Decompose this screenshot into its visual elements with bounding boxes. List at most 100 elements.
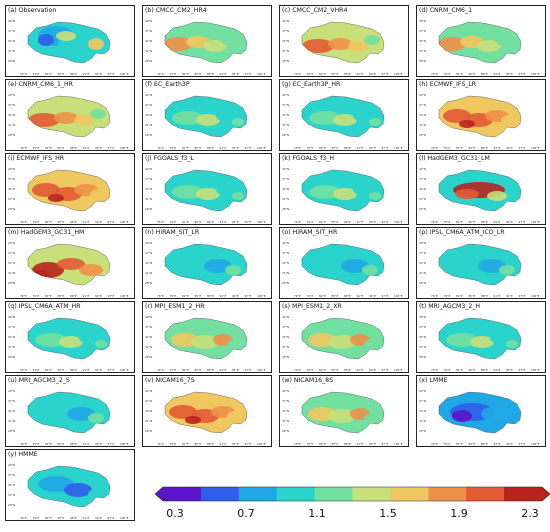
panel-title: (i) ECMWF_IFS_HR bbox=[8, 155, 65, 162]
panel-title: (b) CMCC_CM2_HR4 bbox=[145, 7, 207, 14]
lat-tick-label: 28°N bbox=[8, 59, 15, 63]
plateau-outline bbox=[301, 243, 385, 286]
value-region bbox=[501, 115, 517, 125]
lon-tick-label: 82°E bbox=[456, 294, 463, 298]
lat-tick-label: 34°N bbox=[8, 39, 15, 43]
lon-tick-label: 79°E bbox=[33, 146, 40, 150]
lon-tick-label: 94°E bbox=[232, 294, 239, 298]
lat-tick-label: 28°N bbox=[8, 503, 15, 507]
lon-tick-label: 91°E bbox=[357, 220, 364, 224]
lat-tick-label: 34°N bbox=[282, 409, 289, 413]
lon-tick-label: 97°E bbox=[245, 368, 252, 372]
lat-tick-label: 31°N bbox=[282, 271, 289, 275]
lon-tick-label: 100°E bbox=[257, 146, 266, 150]
lon-tick-label: 79°E bbox=[444, 146, 451, 150]
value-region bbox=[353, 110, 377, 122]
plateau-outline bbox=[164, 169, 248, 212]
plateau-outline bbox=[301, 391, 385, 434]
lon-tick-label: 91°E bbox=[494, 72, 501, 76]
lon-tick-label: 100°E bbox=[120, 146, 129, 150]
panel-title: (f) EC_Earth3P bbox=[145, 81, 190, 88]
lon-tick-label: 76°E bbox=[294, 368, 301, 372]
lon-tick-label: 82°E bbox=[319, 220, 326, 224]
plateau-map: 40°N 37°N 34°N 31°N 28°N 76°E 79°E 82°E 85°E 88°E… bbox=[282, 315, 403, 372]
lon-tick-label: 79°E bbox=[33, 220, 40, 224]
lat-tick-label: 34°N bbox=[282, 335, 289, 339]
plateau-outline bbox=[164, 317, 248, 360]
value-region bbox=[307, 265, 323, 275]
lon-tick-label: 100°E bbox=[531, 220, 540, 224]
lon-tick-label: 82°E bbox=[182, 72, 189, 76]
lon-tick-label: 94°E bbox=[369, 368, 376, 372]
lat-tick-label: 31°N bbox=[8, 197, 15, 201]
lon-tick-label: 91°E bbox=[83, 220, 90, 224]
lon-tick-label: 94°E bbox=[506, 442, 513, 446]
panel-title: (u) MRI_AGCM3_2_S bbox=[8, 377, 70, 384]
plateau-outline bbox=[164, 95, 248, 138]
colorbar-segment bbox=[276, 487, 316, 501]
lon-tick-label: 85°E bbox=[469, 146, 476, 150]
plateau-outline bbox=[301, 169, 385, 212]
lon-tick-label: 85°E bbox=[58, 72, 65, 76]
lat-tick-label: 31°N bbox=[145, 271, 152, 275]
value-region bbox=[221, 34, 241, 46]
lat-tick-label: 34°N bbox=[419, 261, 426, 265]
lon-tick-label: 100°E bbox=[394, 146, 403, 150]
lon-tick-label: 100°E bbox=[257, 294, 266, 298]
plateau-outline bbox=[164, 243, 248, 286]
panel-title: (o) HiRAM_SIT_HR bbox=[282, 229, 338, 236]
value-region bbox=[79, 264, 103, 276]
lon-tick-label: 82°E bbox=[319, 368, 326, 372]
lat-tick-label: 28°N bbox=[145, 429, 152, 433]
lat-tick-label: 40°N bbox=[8, 93, 15, 97]
lat-tick-label: 40°N bbox=[282, 241, 289, 245]
lon-tick-label: 88°E bbox=[344, 146, 351, 150]
lon-tick-label: 100°E bbox=[257, 368, 266, 372]
lon-tick-label: 79°E bbox=[444, 294, 451, 298]
lon-tick-label: 76°E bbox=[431, 146, 438, 150]
lon-tick-label: 91°E bbox=[83, 516, 90, 520]
lon-tick-label: 94°E bbox=[95, 72, 102, 76]
lon-tick-label: 85°E bbox=[332, 368, 339, 372]
colorbar-ramp bbox=[154, 486, 550, 502]
lat-tick-label: 31°N bbox=[145, 123, 152, 127]
panel-title: (q) IPSL_CM6A_ATM_HR bbox=[8, 303, 81, 310]
map-panel: 40°N 37°N 34°N 31°N 28°N 76°E 79°E 82°E 85°E 88°E… bbox=[416, 5, 546, 77]
lon-tick-label: 82°E bbox=[182, 220, 189, 224]
lon-tick-label: 79°E bbox=[33, 516, 40, 520]
value-region bbox=[56, 31, 76, 41]
lon-tick-label: 97°E bbox=[519, 72, 526, 76]
lon-tick-label: 94°E bbox=[95, 442, 102, 446]
lon-tick-label: 82°E bbox=[182, 146, 189, 150]
lon-tick-label: 82°E bbox=[456, 72, 463, 76]
map-panel: 40°N 37°N 34°N 31°N 28°N 76°E 79°E 82°E 85°E 88°E… bbox=[142, 79, 272, 151]
lat-tick-label: 34°N bbox=[145, 335, 152, 339]
plateau-outline bbox=[27, 95, 111, 138]
lon-tick-label: 88°E bbox=[70, 72, 77, 76]
lon-tick-label: 97°E bbox=[108, 220, 115, 224]
lon-tick-label: 85°E bbox=[58, 368, 65, 372]
value-region bbox=[67, 407, 95, 421]
lon-tick-label: 82°E bbox=[319, 294, 326, 298]
lon-tick-label: 91°E bbox=[357, 442, 364, 446]
plateau-outline bbox=[438, 95, 522, 138]
value-region bbox=[333, 188, 357, 200]
lon-tick-label: 91°E bbox=[220, 442, 227, 446]
plateau-outline bbox=[438, 317, 522, 360]
value-region bbox=[227, 339, 243, 349]
lat-tick-label: 34°N bbox=[419, 113, 426, 117]
value-region bbox=[364, 413, 380, 423]
lat-tick-label: 34°N bbox=[419, 39, 426, 43]
lon-tick-label: 100°E bbox=[394, 442, 403, 446]
lat-tick-label: 40°N bbox=[145, 241, 152, 245]
map-panel: 40°N 37°N 34°N 31°N 28°N 76°E 79°E 82°E 85°E 88°E… bbox=[5, 153, 135, 225]
value-region bbox=[451, 257, 483, 271]
lon-tick-label: 97°E bbox=[519, 146, 526, 150]
lon-tick-label: 94°E bbox=[232, 368, 239, 372]
lon-tick-label: 97°E bbox=[108, 294, 115, 298]
lat-tick-label: 28°N bbox=[145, 207, 152, 211]
plateau-outline bbox=[438, 169, 522, 212]
lon-tick-label: 88°E bbox=[344, 368, 351, 372]
plateau-outline bbox=[438, 243, 522, 286]
lat-tick-label: 40°N bbox=[8, 19, 15, 23]
